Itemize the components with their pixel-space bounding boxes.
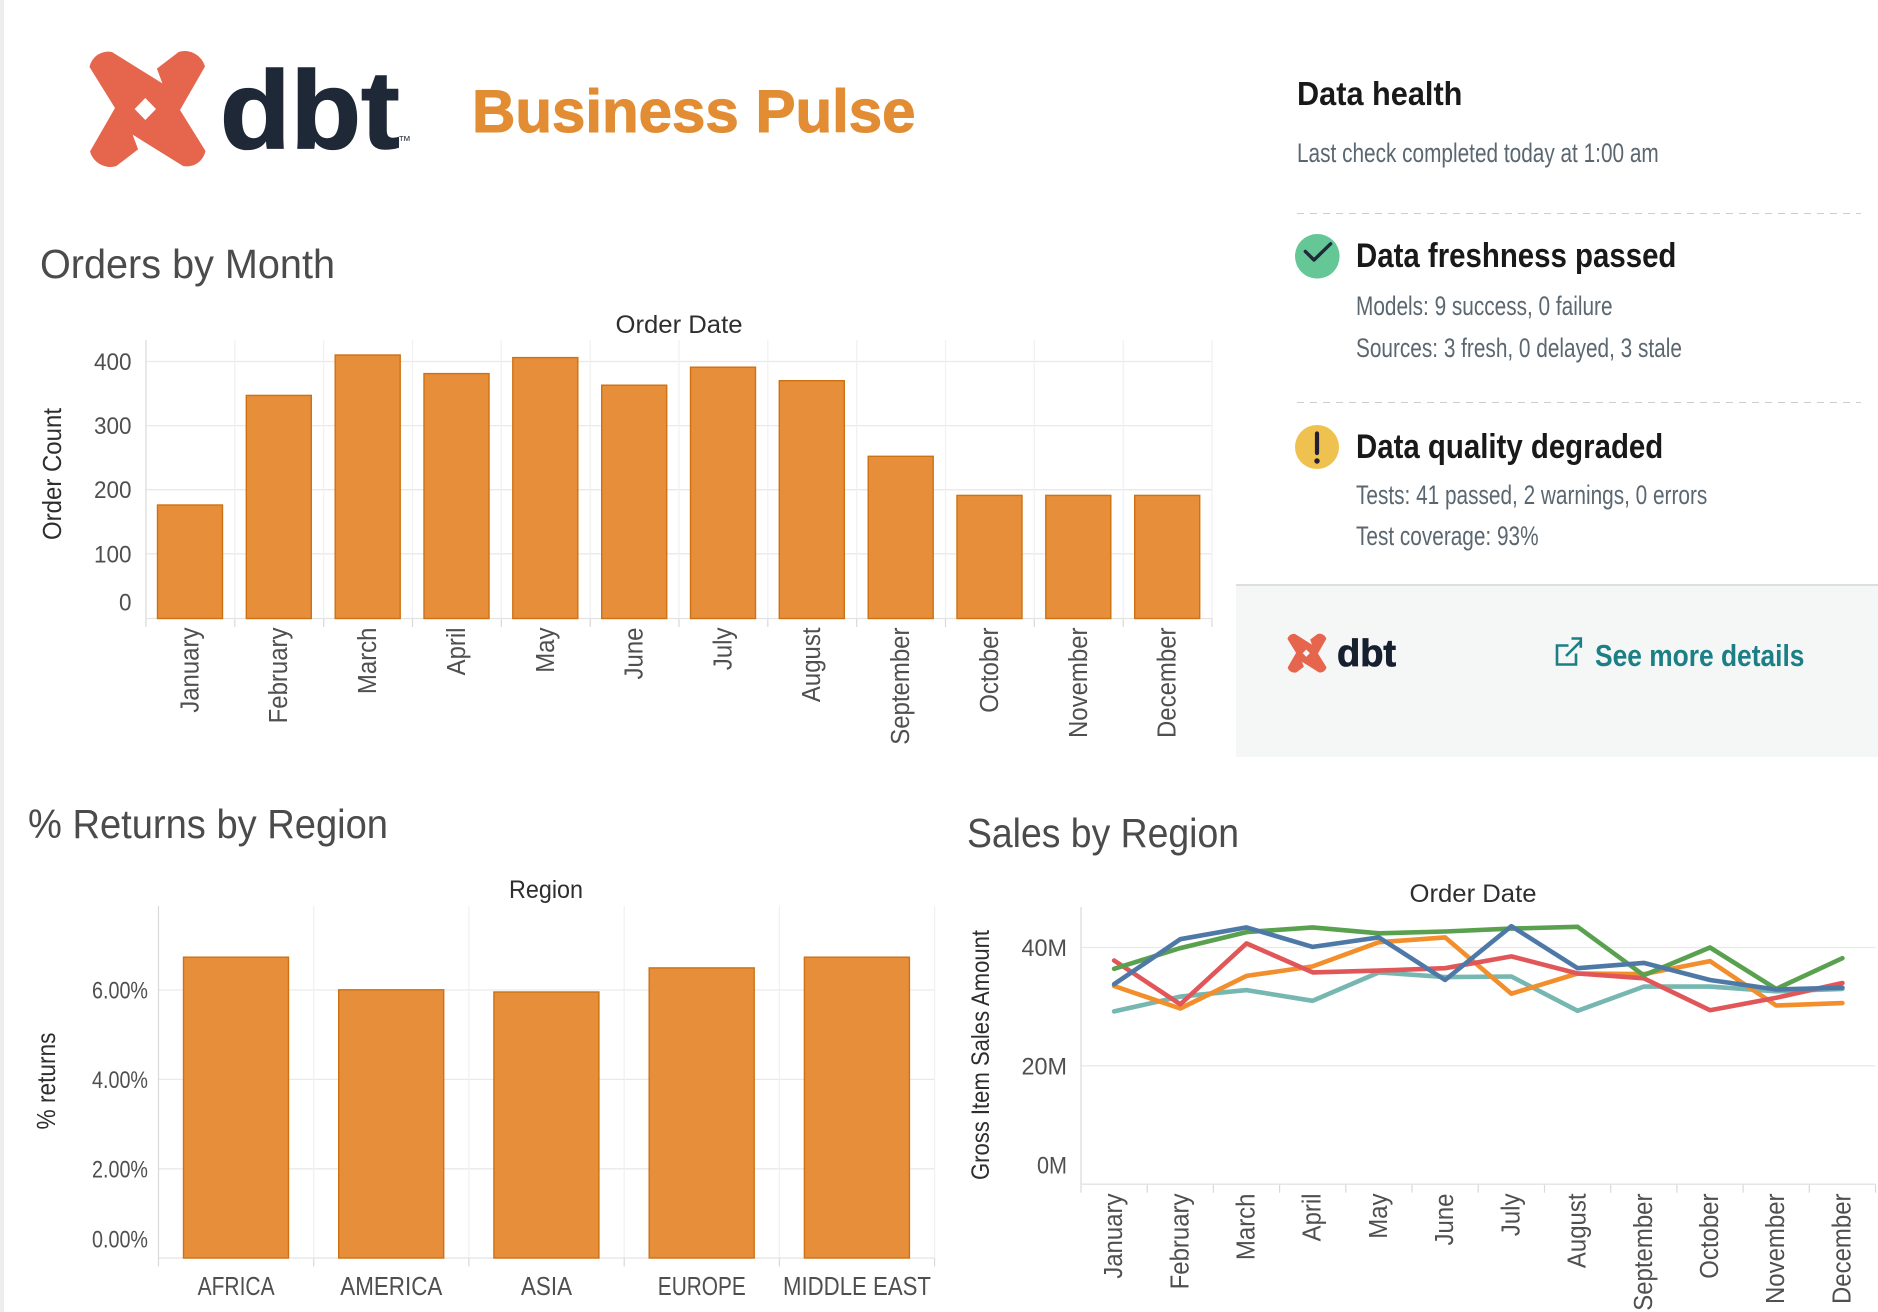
svg-text:Order Date: Order Date: [616, 311, 743, 339]
svg-text:40M: 40M: [1022, 935, 1068, 962]
svg-text:Sales by Region: Sales by Region: [967, 810, 1239, 856]
svg-text:% Returns by Region: % Returns by Region: [28, 801, 388, 847]
svg-text:Orders by Month: Orders by Month: [40, 241, 335, 287]
svg-text:March: March: [354, 628, 382, 695]
svg-text:September: September: [1630, 1193, 1658, 1311]
svg-text:September: September: [887, 627, 915, 745]
svg-text:February: February: [265, 627, 293, 723]
svg-text:% returns: % returns: [31, 1033, 61, 1130]
svg-text:Order Count: Order Count: [37, 407, 67, 540]
svg-text:December: December: [1828, 1193, 1856, 1304]
svg-text:20M: 20M: [1022, 1053, 1068, 1080]
svg-text:0.00%: 0.00%: [92, 1227, 148, 1254]
svg-text:January: January: [176, 627, 204, 713]
svg-text:Region: Region: [509, 876, 583, 904]
svg-text:0M: 0M: [1037, 1153, 1067, 1180]
svg-text:August: August: [798, 628, 826, 703]
svg-text:June: June: [1431, 1194, 1459, 1246]
svg-text:0: 0: [119, 590, 132, 617]
svg-text:July: July: [709, 627, 737, 670]
svg-text:November: November: [1065, 627, 1093, 738]
svg-text:July: July: [1497, 1193, 1525, 1236]
svg-text:6.00%: 6.00%: [92, 978, 148, 1005]
svg-text:November: November: [1762, 1193, 1790, 1304]
svg-text:May: May: [532, 627, 560, 673]
svg-text:EUROPE: EUROPE: [658, 1271, 746, 1301]
svg-text:February: February: [1166, 1193, 1194, 1289]
svg-text:ASIA: ASIA: [521, 1271, 573, 1301]
svg-text:April: April: [443, 628, 471, 676]
svg-text:May: May: [1365, 1193, 1393, 1239]
svg-text:August: August: [1564, 1194, 1592, 1269]
svg-text:100: 100: [94, 541, 132, 568]
svg-text:200: 200: [94, 477, 132, 504]
svg-text:AMERICA: AMERICA: [340, 1271, 443, 1301]
svg-text:June: June: [621, 628, 649, 680]
svg-text:October: October: [1696, 1193, 1724, 1279]
svg-text:April: April: [1299, 1194, 1327, 1242]
svg-text:MIDDLE EAST: MIDDLE EAST: [783, 1271, 931, 1301]
svg-text:300: 300: [94, 413, 132, 440]
svg-text:Gross Item Sales Amount: Gross Item Sales Amount: [967, 930, 995, 1180]
svg-text:2.00%: 2.00%: [92, 1156, 148, 1183]
svg-text:October: October: [976, 627, 1004, 713]
svg-text:March: March: [1233, 1194, 1261, 1261]
svg-text:AFRICA: AFRICA: [198, 1271, 276, 1301]
svg-text:January: January: [1100, 1193, 1128, 1279]
svg-text:4.00%: 4.00%: [92, 1067, 148, 1094]
svg-text:400: 400: [94, 349, 132, 376]
svg-text:December: December: [1154, 627, 1182, 738]
svg-text:Order Date: Order Date: [1410, 880, 1537, 908]
